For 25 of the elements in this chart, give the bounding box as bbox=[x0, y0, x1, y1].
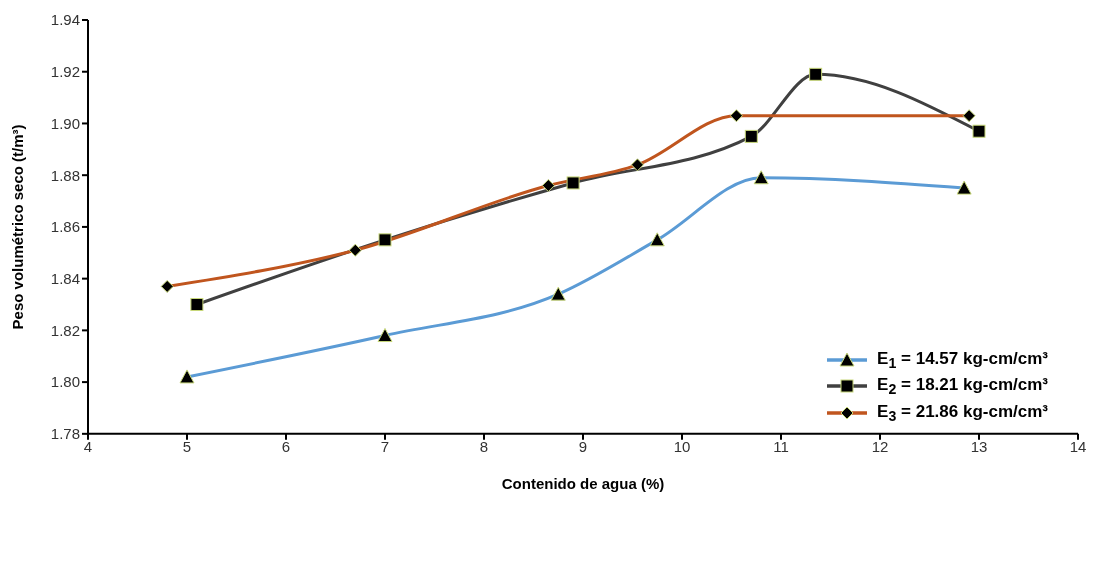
x-tick-label: 7 bbox=[380, 438, 390, 456]
x-tick-label: 6 bbox=[281, 438, 291, 456]
x-tick-label: 13 bbox=[970, 438, 988, 456]
y-axis-title: Peso volumétrico seco (t/m³) bbox=[9, 124, 27, 330]
y-tick-label: 1.90 bbox=[50, 114, 80, 132]
legend-label: E$_{1}$ = 14.57 kg-cm/cm³ bbox=[877, 348, 1048, 372]
y-tick-label: 1.84 bbox=[50, 269, 80, 287]
y-tick-label: 1.92 bbox=[50, 63, 80, 81]
legend-label: E$_{3}$ = 21.86 kg-cm/cm³ bbox=[877, 401, 1048, 424]
x-tick-label: 8 bbox=[479, 438, 489, 456]
y-tick-label: 1.80 bbox=[50, 373, 80, 391]
y-tick-label: 1.94 bbox=[50, 11, 80, 29]
x-tick-label: 5 bbox=[182, 438, 192, 456]
y-tick-label: 1.86 bbox=[50, 218, 80, 236]
x-tick-label: 10 bbox=[673, 438, 691, 456]
x-axis-title: Contenido de agua (%) bbox=[501, 474, 665, 492]
legend-label: E$_{2}$ = 18.21 kg-cm/cm³ bbox=[877, 375, 1048, 398]
y-tick-label: 1.78 bbox=[50, 425, 80, 443]
y-tick-label: 1.88 bbox=[50, 166, 80, 184]
x-tick-label: 4 bbox=[83, 438, 93, 456]
y-tick-label: 1.82 bbox=[50, 321, 80, 339]
x-tick-label: 11 bbox=[773, 438, 789, 456]
x-tick-label: 9 bbox=[578, 438, 588, 456]
x-tick-label: 14 bbox=[1069, 438, 1087, 456]
x-tick-label: 12 bbox=[871, 438, 889, 456]
